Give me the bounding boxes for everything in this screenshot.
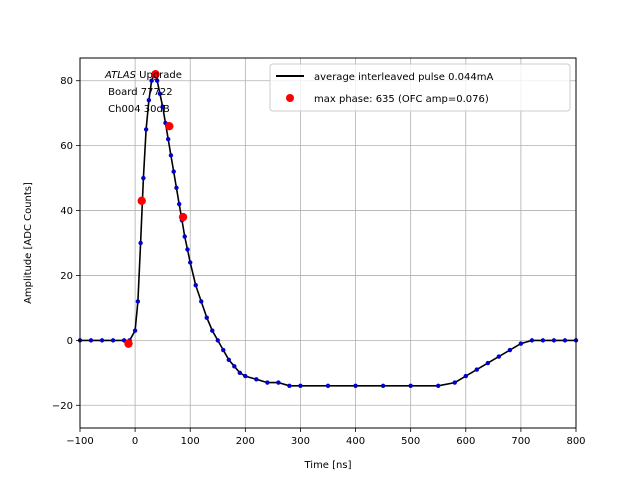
y-tick-label: 40 [60, 206, 73, 217]
legend-label-pulse: average interleaved pulse 0.044mA [314, 72, 493, 83]
pulse-data-point [132, 328, 138, 333]
max-phase-point [137, 196, 146, 206]
x-tick-label: 600 [456, 436, 475, 447]
pulse-data-point [165, 136, 171, 142]
pulse-data-point [237, 370, 243, 376]
annotation-line-1: ATLAS Upgrade [104, 70, 182, 81]
y-tick-label: 80 [60, 76, 73, 87]
max-phase-point [178, 212, 188, 222]
pulse-data-point [408, 383, 413, 389]
pulse-data-point [199, 299, 204, 304]
pulse-data-point [485, 360, 491, 366]
legend: average interleaved pulse 0.044mA max ph… [269, 63, 571, 112]
x-tick-label: 200 [236, 436, 255, 447]
x-axis-label: Time [ns] [303, 460, 351, 471]
pulse-data-point [562, 338, 568, 343]
pulse-data-point [254, 377, 259, 382]
x-tick-label: 700 [511, 436, 530, 447]
pulse-data-point [146, 97, 152, 103]
pulse-data-point [265, 380, 270, 385]
pulse-data-point [353, 383, 358, 389]
pulse-data-point [99, 338, 105, 343]
annotation-line-2: Board 77722 [105, 87, 173, 98]
pulse-data-point [529, 338, 535, 343]
pulse-data-point [182, 234, 187, 239]
pulse-data-point [188, 260, 193, 265]
max-phase-point [124, 339, 133, 348]
y-tick-label: −20 [52, 401, 73, 412]
pulse-data-point [380, 383, 386, 389]
pulse-data-point [160, 104, 165, 109]
y-axis-label: Amplitude [ADC Counts] [23, 182, 34, 304]
pulse-data-point [298, 383, 303, 389]
x-tick-label: 100 [181, 436, 200, 447]
pulse-data-point [474, 367, 479, 372]
pulse-data-point [210, 328, 215, 333]
pulse-data-point [135, 299, 141, 304]
pulse-data-point [287, 383, 292, 389]
pulse-data-point [157, 91, 163, 96]
y-tick-label: 20 [60, 271, 73, 282]
max-phase-point [151, 70, 160, 79]
y-tick-label: 0 [67, 336, 73, 347]
pulse-data-point [171, 169, 176, 174]
plot-area [77, 70, 579, 389]
pulse-data-point [88, 338, 94, 343]
pulse-data-point [232, 364, 237, 369]
annotation-upgrade: Upgrade [136, 70, 182, 81]
axis-ticks: −100 0 100 200 300 400 500 600 700 800 −20 0 20 40 60 8… [52, 76, 586, 447]
pulse-data-point [154, 78, 160, 83]
x-tick-label: −100 [66, 436, 93, 447]
pulse-data-point [149, 78, 154, 83]
x-tick-label: 800 [566, 436, 585, 447]
atlas-italic: ATLAS [104, 70, 137, 81]
pulse-data-point [215, 338, 220, 343]
atlas-annotation: ATLAS Upgrade Board 77722 Ch004 30dB [104, 70, 182, 115]
pulse-data-point [138, 240, 143, 246]
legend-marker-swatch [286, 94, 294, 102]
pulse-data-point [540, 338, 546, 343]
pulse-data-point [507, 347, 513, 353]
pulse-data-point [168, 153, 174, 158]
pulse-data-point [141, 175, 146, 181]
pulse-data-point [221, 347, 226, 353]
pulse-data-point [226, 357, 231, 363]
pulse-data-point [325, 383, 331, 389]
pulse-data-point [110, 338, 116, 343]
pulse-data-point [143, 127, 149, 132]
x-tick-label: 0 [132, 436, 138, 447]
x-tick-label: 500 [401, 436, 420, 447]
pulse-data-point [204, 315, 209, 320]
x-tick-label: 300 [291, 436, 310, 447]
pulse-data-point [436, 383, 441, 389]
pulse-data-point [518, 341, 524, 346]
pulse-data-point [174, 185, 179, 191]
pulse-data-point [243, 373, 248, 379]
legend-box [269, 63, 571, 112]
pulse-data-point [452, 380, 457, 385]
pulse-data-point [193, 282, 198, 288]
pulse-data-point [177, 201, 182, 207]
pulse-data-point [276, 380, 281, 385]
legend-label-max-phase: max phase: 635 (OFC amp=0.076) [314, 94, 489, 105]
y-tick-label: 60 [60, 141, 73, 152]
pulse-data-point [551, 338, 557, 343]
pulse-data-point [185, 247, 190, 252]
x-tick-label: 400 [346, 436, 365, 447]
pulse-data-point [496, 354, 502, 359]
annotation-line-3: Ch004 30dB [105, 104, 170, 115]
pulse-data-point [463, 373, 468, 379]
plot-frame [79, 57, 577, 429]
max-phase-point [165, 121, 174, 131]
